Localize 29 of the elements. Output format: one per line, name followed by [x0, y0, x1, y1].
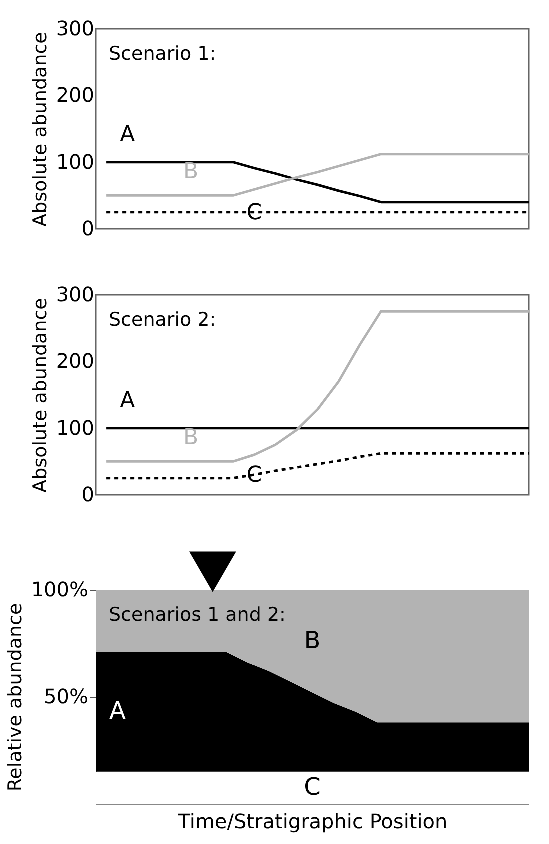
y-tick-label: 100: [56, 150, 94, 174]
series-label: B: [304, 626, 321, 654]
y-axis-title: Relative abundance: [4, 603, 26, 792]
y-tick-label: 0: [82, 482, 94, 506]
series-label: A: [120, 122, 136, 148]
series-label: B: [184, 160, 199, 185]
series-label: A: [109, 696, 126, 725]
x-axis-title: Time/Stratigraphic Position: [177, 810, 448, 834]
y-axis-title: Absolute abundance: [29, 298, 52, 493]
y-tick-label: 200: [56, 349, 94, 374]
line-series: [105, 161, 530, 204]
line-series: [105, 153, 530, 197]
y-tick-label: 300: [56, 16, 94, 40]
y-tick-label: 100: [56, 416, 94, 440]
y-tick-label: 300: [56, 282, 94, 306]
annotation: Scenarios 1 and 2:: [109, 604, 286, 626]
series-label: C: [304, 772, 321, 801]
y-axis-title: Absolute abundance: [29, 32, 52, 227]
series-label: B: [184, 426, 199, 451]
series-label: C: [246, 200, 262, 226]
line-series: [105, 310, 530, 463]
annotation: Scenario 1:: [109, 43, 216, 65]
series-label: C: [246, 463, 262, 488]
y-tick-label: 0: [82, 216, 94, 240]
y-tick-label: 200: [56, 83, 94, 108]
annotation: Scenario 2:: [109, 309, 216, 331]
series-label: A: [120, 388, 136, 414]
y-tick-label: 50%: [44, 684, 88, 708]
y-tick-label: 100%: [31, 578, 88, 602]
